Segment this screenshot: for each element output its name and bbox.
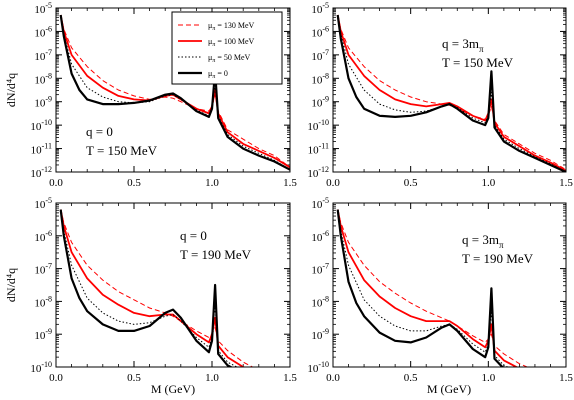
x-axis-label: M (GeV) [151, 382, 195, 396]
series-line-1 [336, 209, 519, 367]
panel-annotation: q = 0 [86, 124, 113, 139]
plot-frame [55, 7, 291, 173]
series-line-0 [337, 209, 529, 367]
panel-annotation: q = 3mπ [442, 36, 484, 54]
y-tick-label: 10-6 [34, 229, 52, 244]
x-tick-label: 0.5 [127, 372, 141, 384]
y-tick-label: 10-5 [34, 196, 52, 211]
panel-annotation: T = 150 MeV [86, 143, 158, 158]
panel-annotation: T = 150 MeV [442, 55, 514, 70]
x-tick-label: 0.0 [49, 372, 63, 384]
x-tick-label: 0.0 [326, 177, 340, 189]
y-tick-label: 10-9 [311, 95, 329, 110]
panel-bottom-left: 10-10 10-9 10-8 10-7 10-6 10-5 0.0 0.5 1.0 1.5 q =… [30, 196, 297, 384]
x-tick-label: 1.5 [283, 372, 297, 384]
series-line-0 [60, 209, 254, 367]
y-tick-label: 10-9 [311, 327, 329, 342]
panel-annotation: q = 3mπ [462, 232, 504, 250]
y-tick-label: 10-10 [307, 118, 329, 133]
series-line-2 [60, 209, 238, 367]
x-tick-label: 1.5 [283, 177, 297, 189]
x-tick-label: 0.5 [127, 177, 141, 189]
x-tick-label: 1.5 [559, 177, 573, 189]
y-tick-label: 10-6 [34, 24, 52, 39]
y-tick-label: 10-11 [308, 142, 329, 157]
x-tick-label: 1.0 [481, 372, 495, 384]
x-tick-label: 0.5 [404, 177, 418, 189]
panel-top-left: 10-12 10-11 10-10 10-9 10-8 10-7 10-6 10-5 0.0 0.… [30, 1, 297, 189]
panel-annotation: T = 190 MeV [462, 251, 534, 266]
series-line-2 [60, 14, 290, 171]
y-tick-label: 10-9 [34, 327, 52, 342]
x-tick-label: 1.0 [205, 372, 219, 384]
x-tick-label: 1.0 [205, 177, 219, 189]
series-line-2 [337, 209, 510, 367]
y-axis-label: dN/d⁴q [4, 73, 18, 107]
panel-annotation: T = 190 MeV [180, 247, 252, 262]
series-line-3 [336, 14, 566, 172]
y-tick-label: 10-8 [34, 294, 52, 309]
plot-frame [332, 7, 567, 173]
y-tick-label: 10-7 [311, 48, 329, 63]
y-tick-label: 10-8 [34, 71, 52, 86]
plot-frame [332, 202, 567, 368]
x-tick-label: 1.0 [481, 177, 495, 189]
y-tick-label: 10-8 [311, 294, 329, 309]
y-tick-label: 10-12 [307, 165, 329, 180]
x-tick-label: 0.0 [326, 372, 340, 384]
series-line-1 [336, 14, 566, 172]
panel-top-right: 10-12 10-11 10-10 10-9 10-8 10-7 10-6 10-5 0.0 0.… [307, 1, 573, 189]
y-tick-label: 10-7 [34, 48, 52, 63]
panel-annotation: q = 0 [180, 228, 207, 243]
series-line-3 [59, 209, 234, 367]
plot-frame [55, 202, 291, 368]
series-line-0 [60, 14, 290, 168]
y-tick-label: 10-7 [311, 262, 329, 277]
series-line-3 [336, 209, 504, 367]
series-line-1 [59, 209, 246, 367]
y-tick-label: 10-10 [30, 118, 52, 133]
y-tick-label: 10-9 [34, 95, 52, 110]
y-tick-label: 10-10 [30, 360, 52, 375]
y-axis-label: dN/d⁴q [4, 268, 18, 302]
x-tick-label: 0.5 [404, 372, 418, 384]
y-tick-label: 10-12 [30, 165, 52, 180]
y-tick-label: 10-5 [311, 196, 329, 211]
legend-label: μπ = 130 MeV [208, 21, 255, 32]
legend: μπ = 130 MeV μπ = 100 MeV μπ = 50 MeV μπ = … [171, 11, 283, 85]
legend-label: μπ = 50 MeV [208, 53, 251, 64]
y-tick-label: 10-5 [34, 1, 52, 16]
x-axis-label: M (GeV) [427, 382, 471, 396]
y-tick-label: 10-8 [311, 71, 329, 86]
y-tick-label: 10-7 [34, 262, 52, 277]
panel-bottom-right: 10-10 10-9 10-8 10-7 10-6 10-5 0.0 0.5 1.0 1.5 q =… [307, 196, 573, 384]
legend-label: μπ = 100 MeV [208, 37, 255, 48]
series-line-3 [59, 14, 290, 171]
y-tick-label: 10-10 [307, 360, 329, 375]
y-tick-label: 10-6 [311, 229, 329, 244]
x-tick-label: 0.0 [49, 177, 63, 189]
y-tick-label: 10-6 [311, 24, 329, 39]
legend-label: μπ = 0 [208, 69, 228, 80]
x-tick-label: 1.5 [559, 372, 573, 384]
y-tick-label: 10-5 [311, 1, 329, 16]
y-tick-label: 10-11 [31, 142, 52, 157]
